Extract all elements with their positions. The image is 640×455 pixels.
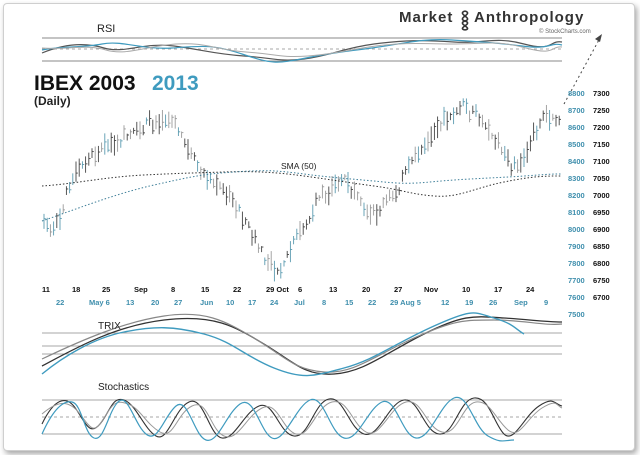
x-top-label: 29 Oct (266, 285, 289, 294)
sma50-2003-line (41, 171, 563, 197)
x-bottom-label: 19 (465, 298, 473, 307)
stockcharts-credit: © StockCharts.com (539, 28, 591, 35)
y-left-tick: 8000 (568, 225, 585, 234)
subtitle-daily: (Daily) (34, 94, 71, 108)
trix-signal-line (41, 313, 563, 373)
x-bottom-label: 20 (151, 298, 159, 307)
y-right-tick: 7250 (593, 106, 610, 115)
x-bottom-label: 12 (441, 298, 449, 307)
chart-svg: RSI Market Anthropology © StockCharts.co… (34, 9, 610, 442)
x-bottom-label: Jul (294, 298, 305, 307)
y-right-tick: 7300 (593, 89, 610, 98)
x-top-label: 6 (298, 285, 302, 294)
y-left-tick: 8300 (568, 174, 585, 183)
x-bottom-label: 22 (56, 298, 64, 307)
x-top-label: 8 (171, 285, 175, 294)
y-right-tick: 6900 (593, 225, 610, 234)
x-bottom-label: 9 (544, 298, 548, 307)
brand-word-anthropology: Anthropology (474, 9, 584, 26)
y-left-tick: 8500 (568, 140, 585, 149)
rsi-signal-line (41, 42, 563, 57)
stochastics-label: Stochastics (98, 382, 149, 393)
x-top-label: 22 (233, 285, 241, 294)
trix-panel: TRIX (41, 312, 563, 377)
x-top-label: 10 (462, 285, 470, 294)
brand-logo: Market Anthropology © StockCharts.com (399, 9, 591, 35)
y-right-tick: 7100 (593, 157, 610, 166)
rsi-panel: RSI (41, 23, 563, 63)
y-right-tick: 7050 (593, 174, 610, 183)
x-bottom-label: 27 (174, 298, 182, 307)
x-bottom-label: Sep (514, 298, 528, 307)
y-right-tick: 6950 (593, 208, 610, 217)
y-right-tick: 7150 (593, 140, 610, 149)
y-left-tick: 8200 (568, 191, 585, 200)
y-left-tick: 7700 (568, 276, 585, 285)
sma50-label: SMA (50) (281, 161, 317, 171)
stochastics-panel: Stochastics (41, 382, 563, 442)
y-left-tick: 7500 (568, 310, 585, 319)
x-bottom-label: 17 (248, 298, 256, 307)
rsi-label: RSI (97, 23, 115, 35)
x-bottom-label: 26 (489, 298, 497, 307)
trix-label: TRIX (98, 321, 121, 332)
x-top-label: Sep (134, 285, 148, 294)
price-panel: SMA (50) 8800 8700 8600 8500 8400 8300 8… (41, 89, 610, 319)
arrow-head-icon (595, 34, 602, 42)
chart-card: RSI Market Anthropology © StockCharts.co… (3, 3, 635, 451)
title-ibex-2003: IBEX 2003 (34, 72, 136, 95)
trix-2013-line (41, 312, 525, 377)
x-bottom-label: 15 (345, 298, 353, 307)
stoch-2013-line (41, 396, 515, 442)
x-bottom-label: 10 (226, 298, 234, 307)
y-right-tick: 7000 (593, 191, 610, 200)
x-top-label: 11 (42, 285, 50, 294)
brand-word-market: Market (399, 9, 453, 26)
y-left-tick: 8400 (568, 157, 585, 166)
price-bars (43, 98, 561, 282)
title-year-2013: 2013 (152, 72, 199, 95)
x-bottom-label: 24 (270, 298, 279, 307)
y-right-tick: 6750 (593, 276, 610, 285)
y-left-tick: 7600 (568, 293, 585, 302)
x-bottom-label: 29 Aug 5 (390, 298, 421, 307)
y-right-tick: 7200 (593, 123, 610, 132)
y-left-tick: 7800 (568, 259, 585, 268)
y-right-tick: 6850 (593, 242, 610, 251)
y-left-tick: 8800 (568, 89, 585, 98)
x-bottom-label: 13 (126, 298, 134, 307)
x-axis-2003: 11 18 25 Sep 8 15 22 29 Oct 6 13 20 27 N… (42, 285, 535, 294)
stoch-2003-line (41, 397, 563, 439)
x-top-label: 20 (362, 285, 370, 294)
x-top-label: 13 (329, 285, 337, 294)
x-bottom-label: Jun (200, 298, 214, 307)
sma50-2013-line (41, 170, 563, 222)
x-axis-2013: 22 May 6 13 20 27 Jun 10 17 24 Jul 8 15 … (56, 298, 548, 307)
y-left-tick: 8600 (568, 123, 585, 132)
x-top-label: 25 (102, 285, 110, 294)
x-bottom-label: May 6 (89, 298, 110, 307)
x-top-label: 15 (201, 285, 209, 294)
x-top-label: 24 (526, 285, 535, 294)
x-top-label: 27 (394, 285, 402, 294)
stoch-signal-line (41, 401, 563, 438)
y-right-tick: 6800 (593, 259, 610, 268)
y-left-tick: 7900 (568, 242, 585, 251)
dna-helix-icon (461, 10, 469, 31)
x-top-label: 17 (494, 285, 502, 294)
chart-title: IBEX 2003 2013 (Daily) (34, 72, 199, 108)
x-top-label: 18 (72, 285, 80, 294)
y-right-tick: 6700 (593, 293, 610, 302)
x-top-label: Nov (424, 285, 439, 294)
projection-arrow (563, 34, 602, 105)
x-bottom-label: 22 (368, 298, 376, 307)
y-left-tick: 8100 (568, 208, 585, 217)
x-bottom-label: 8 (322, 298, 326, 307)
y-axis-ticks: 8800 8700 8600 8500 8400 8300 8200 8100 … (568, 89, 610, 319)
y-left-tick: 8700 (568, 106, 585, 115)
